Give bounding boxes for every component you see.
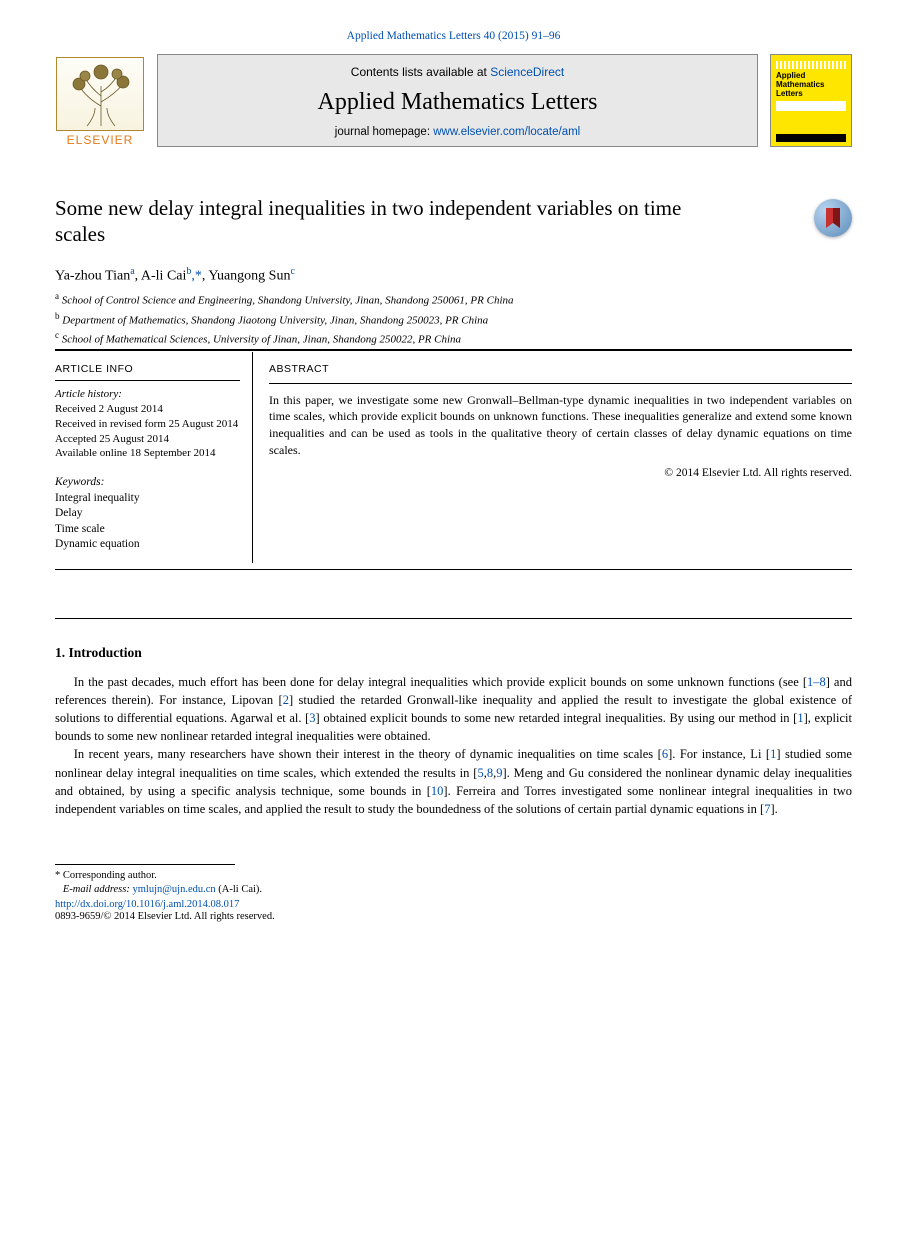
- authors-line: Ya-zhou Tiana, A-li Caib,*, Yuangong Sun…: [55, 266, 852, 285]
- history-online: Available online 18 September 2014: [55, 446, 240, 461]
- keywords-heading: Keywords:: [55, 475, 240, 491]
- elsevier-logo: ELSEVIER: [55, 54, 145, 147]
- article-info-column: ARTICLE INFO Article history: Received 2…: [55, 352, 253, 563]
- journal-cover-thumbnail: Applied Mathematics Letters: [770, 54, 852, 147]
- citation-link[interactable]: 1–8: [807, 675, 826, 689]
- footnote-rule: [55, 864, 235, 865]
- article-info-abstract-row: ARTICLE INFO Article history: Received 2…: [55, 352, 852, 563]
- affiliation-line: b Department of Mathematics, Shandong Ji…: [55, 310, 852, 330]
- journal-title: Applied Mathematics Letters: [166, 89, 749, 116]
- abstract-column: ABSTRACT In this paper, we investigate s…: [253, 352, 852, 563]
- header-bibliographic-line: Applied Mathematics Letters 40 (2015) 91…: [0, 0, 907, 54]
- issn-copyright-line: 0893-9659/© 2014 Elsevier Ltd. All right…: [55, 911, 852, 922]
- contents-lists-line: Contents lists available at ScienceDirec…: [166, 65, 749, 79]
- corresponding-author-footnote: * Corresponding author.: [55, 869, 852, 883]
- intro-paragraph-2: In recent years, many researchers have s…: [55, 745, 852, 818]
- divider: [55, 350, 852, 351]
- history-accepted: Accepted 25 August 2014: [55, 432, 240, 447]
- affiliation-line: c School of Mathematical Sciences, Unive…: [55, 329, 852, 349]
- elsevier-tree-icon: [56, 57, 144, 131]
- banner-center: Contents lists available at ScienceDirec…: [157, 54, 758, 147]
- keyword: Integral inequality: [55, 491, 240, 507]
- article-info-heading: ARTICLE INFO: [55, 362, 240, 376]
- email-link[interactable]: ymlujn@ujn.edu.cn: [132, 884, 218, 895]
- sciencedirect-link[interactable]: ScienceDirect: [490, 65, 564, 79]
- doi-link[interactable]: http://dx.doi.org/10.1016/j.aml.2014.08.…: [55, 899, 239, 910]
- keyword: Time scale: [55, 522, 240, 538]
- intro-paragraph-1: In the past decades, much effort has bee…: [55, 673, 852, 746]
- abstract-heading: ABSTRACT: [269, 362, 852, 377]
- affiliation-line: a School of Control Science and Engineer…: [55, 290, 852, 310]
- affiliations: a School of Control Science and Engineer…: [55, 290, 852, 349]
- email-footnote: E-mail address: ymlujn@ujn.edu.cn (A-li …: [55, 883, 852, 897]
- doi-line: http://dx.doi.org/10.1016/j.aml.2014.08.…: [55, 899, 852, 910]
- paper-title: Some new delay integral inequalities in …: [55, 195, 735, 248]
- crossmark-badge-icon[interactable]: [814, 199, 852, 237]
- divider: [55, 618, 852, 619]
- journal-banner: ELSEVIER Contents lists available at Sci…: [0, 54, 907, 147]
- citation-link[interactable]: 10: [431, 784, 444, 798]
- journal-homepage-link[interactable]: www.elsevier.com/locate/aml: [433, 126, 580, 138]
- abstract-text: In this paper, we investigate some new G…: [269, 392, 852, 459]
- section-heading-introduction: 1. Introduction: [55, 645, 852, 661]
- elsevier-wordmark: ELSEVIER: [67, 133, 134, 147]
- keyword: Dynamic equation: [55, 537, 240, 553]
- history-received: Received 2 August 2014: [55, 402, 240, 417]
- history-revised: Received in revised form 25 August 2014: [55, 417, 240, 432]
- article-history-heading: Article history:: [55, 387, 240, 402]
- abstract-copyright: © 2014 Elsevier Ltd. All rights reserved…: [269, 465, 852, 481]
- keyword: Delay: [55, 506, 240, 522]
- divider: [55, 569, 852, 570]
- bibliographic-link[interactable]: Applied Mathematics Letters 40 (2015) 91…: [347, 30, 561, 42]
- journal-homepage-line: journal homepage: www.elsevier.com/locat…: [166, 126, 749, 138]
